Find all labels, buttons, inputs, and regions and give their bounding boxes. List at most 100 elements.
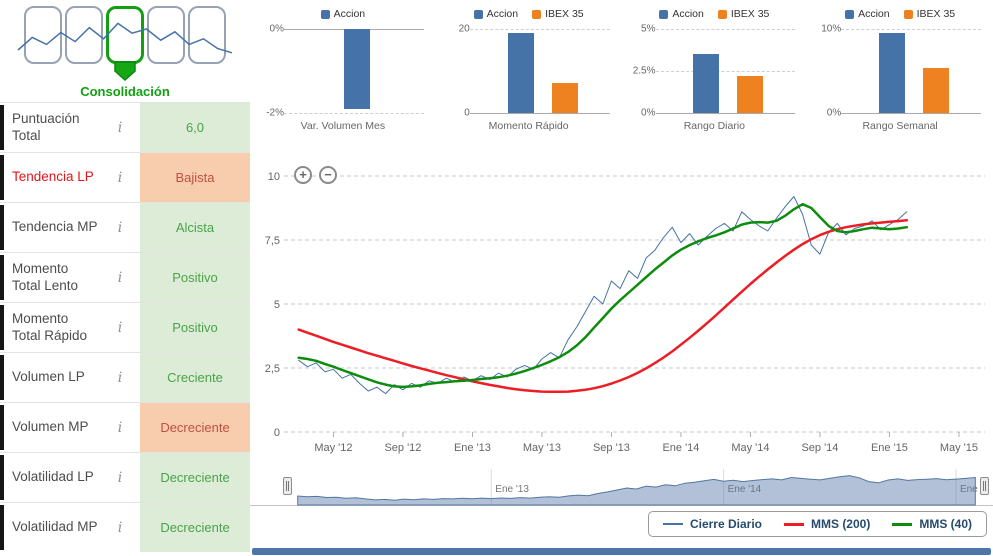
- gauge-arrow-down-icon: [114, 61, 136, 82]
- indicator-value-badge: Decreciente: [140, 503, 250, 552]
- chart-x-title: Rango Semanal: [862, 120, 938, 132]
- indicator-row-volumen-lp: Volumen LP i Creciente: [0, 352, 250, 402]
- indicator-rows: Puntuación Total i 6,0 Tendencia LP i Bajista…: [0, 102, 250, 552]
- indicator-row-tendencia-lp: Tendencia LP i Bajista: [0, 152, 250, 202]
- legend-label: Accion: [486, 8, 519, 20]
- bar-ibex-35: [737, 76, 764, 113]
- legend-item-ibex-35[interactable]: IBEX 35: [532, 8, 584, 20]
- gauge-segment: [188, 6, 226, 64]
- indicator-value-badge: Positivo: [140, 253, 250, 302]
- gridline: [841, 29, 981, 30]
- indicator-label: Puntuación Total: [12, 110, 80, 143]
- navigator-left-handle[interactable]: [283, 477, 292, 495]
- legend-item-mms-40[interactable]: MMS (40): [892, 517, 972, 531]
- legend-item-accion[interactable]: Accion: [659, 8, 704, 20]
- bar-ibex-35: [923, 68, 950, 113]
- series-mms-40: [297, 202, 909, 389]
- zoom-controls: + −: [294, 166, 337, 184]
- chart-legend: Accion IBEX 35: [807, 7, 993, 21]
- info-icon[interactable]: i: [117, 519, 123, 536]
- indicator-label: Tendencia LP: [12, 169, 94, 185]
- info-icon[interactable]: i: [117, 119, 123, 136]
- indicator-row-tendencia-mp: Tendencia MP i Alcista: [0, 202, 250, 252]
- indicator-label: Volumen LP: [12, 369, 85, 385]
- indicator-row-volatilidad-lp: Volatilidad LP i Decreciente: [0, 452, 250, 502]
- legend-item-accion[interactable]: Accion: [320, 8, 366, 20]
- info-icon[interactable]: i: [117, 369, 123, 386]
- indicator-value-badge: Bajista: [140, 153, 250, 202]
- info-icon[interactable]: i: [117, 269, 123, 286]
- x-axis-label: Sep '14: [801, 442, 838, 454]
- chart-navigator[interactable]: Ene '13 Ene '14 Ene: [250, 465, 993, 507]
- legend-label: Accion: [858, 8, 890, 20]
- x-axis-label: May '13: [523, 442, 561, 454]
- legend-swatch: [320, 9, 330, 19]
- x-axis-label: May '14: [731, 442, 769, 454]
- x-axis-label: Sep '12: [384, 442, 421, 454]
- series-cierre-diario: [298, 196, 908, 395]
- legend-label: Accion: [672, 8, 704, 20]
- legend-item-accion[interactable]: Accion: [845, 8, 890, 20]
- indicator-label: Tendencia MP: [12, 219, 98, 235]
- indicator-row-momento-total-r-pido: Momento Total Rápido i Positivo: [0, 302, 250, 352]
- gauge-segment: [65, 6, 103, 64]
- gridline: [655, 29, 796, 30]
- legend-swatch: [659, 9, 669, 19]
- legend-item-mms-200[interactable]: MMS (200): [783, 517, 870, 531]
- x-axis-label: Sep '13: [593, 442, 630, 454]
- gridline: [284, 113, 424, 114]
- info-icon[interactable]: i: [117, 319, 123, 336]
- chart-x-title: Var. Volumen Mes: [300, 120, 386, 132]
- legend-label: IBEX 35: [545, 8, 584, 20]
- legend-item-ibex-35[interactable]: IBEX 35: [717, 8, 770, 20]
- legend-swatch: [845, 9, 855, 19]
- bar-plot: 5% 2.5% 0%: [633, 24, 796, 119]
- legend-item-ibex-35[interactable]: IBEX 35: [903, 8, 956, 20]
- bar-accion: [693, 54, 720, 113]
- legend-line-symbol: [783, 522, 804, 526]
- navigator-label: Ene '13: [495, 484, 529, 495]
- indicator-label: Volumen MP: [12, 419, 89, 435]
- legend-swatch: [717, 9, 727, 19]
- legend-label: IBEX 35: [916, 8, 956, 20]
- price-chart: 10 7,5 5 2,5 0 May '12 Sep '12 Ene '13 May '13 Se…: [250, 160, 993, 465]
- bar-plot: 20 0: [459, 24, 610, 119]
- legend-label: Cierre Diario: [689, 517, 762, 531]
- x-axis-label: Ene '13: [454, 442, 491, 454]
- info-icon[interactable]: i: [117, 419, 123, 436]
- indicator-value-badge: Alcista: [140, 203, 250, 252]
- x-axis-label: May '15: [940, 442, 978, 454]
- zoom-out-icon[interactable]: −: [319, 166, 337, 184]
- indicator-row-puntuaci-n-total: Puntuación Total i 6,0: [0, 102, 250, 152]
- chart-legend: Accion: [250, 7, 436, 21]
- legend-line-symbol: [892, 522, 913, 526]
- info-icon[interactable]: i: [117, 169, 123, 186]
- horizontal-scrollbar[interactable]: [252, 548, 991, 555]
- info-icon[interactable]: i: [117, 469, 123, 486]
- legend-label: Accion: [333, 8, 366, 20]
- bar-plot: 0% -2%: [266, 24, 424, 119]
- indicator-label: Volatilidad LP: [12, 469, 94, 485]
- legend-item-cierre-diario[interactable]: Cierre Diario: [662, 517, 762, 531]
- indicator-label: Volatilidad MP: [12, 519, 98, 535]
- legend-swatch: [532, 9, 542, 19]
- charts-panel: Accion 0% -2% Var. Volumen Mes Accion IBEX 35…: [250, 0, 993, 556]
- gridline: [469, 29, 610, 30]
- y-axis-label: -2%: [266, 107, 284, 119]
- x-axis-label: May '12: [314, 442, 352, 454]
- indicator-label: Momento Total Lento: [12, 260, 79, 293]
- gridline: [655, 113, 796, 114]
- comparison-bar-charts: Accion 0% -2% Var. Volumen Mes Accion IBEX 35…: [250, 0, 993, 160]
- navigator-right-handle[interactable]: [980, 477, 989, 495]
- price-chart-svg: 10 7,5 5 2,5 0 May '12 Sep '12 Ene '13 May '13 Se…: [265, 171, 985, 454]
- legend-line-symbol: [662, 523, 683, 525]
- bar-accion: [879, 33, 906, 113]
- legend-label: IBEX 35: [730, 8, 770, 20]
- trend-gauge: Consolidación: [0, 0, 250, 102]
- zoom-in-icon[interactable]: +: [294, 166, 312, 184]
- navigator-area: [297, 475, 976, 506]
- info-icon[interactable]: i: [117, 219, 123, 236]
- gridline: [841, 113, 981, 114]
- legend-item-accion[interactable]: Accion: [473, 8, 519, 20]
